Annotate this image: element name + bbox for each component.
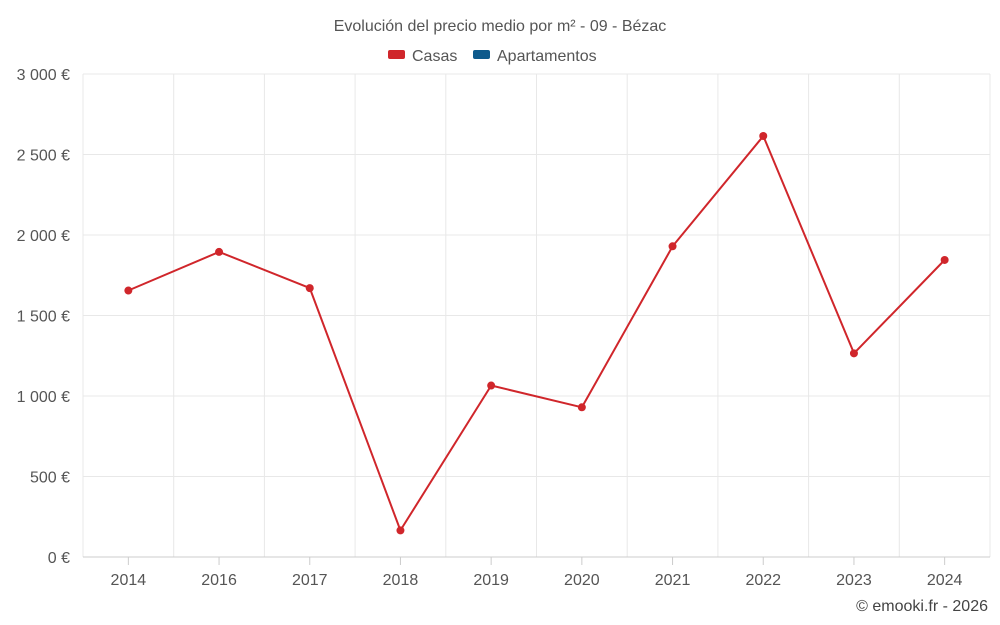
legend-label-casas: Casas [412,48,457,65]
axes: 0 € 500 € 1 000 € 1 500 € 2 000 € 2 500 € 3 00… [17,67,990,589]
y-tick-label: 1 500 € [17,309,70,326]
legend-label-apartamentos: Apartamentos [497,48,597,65]
legend-item-apartamentos[interactable]: Apartamentos [473,48,597,65]
x-tick-label: 2014 [111,572,147,589]
legend-swatch-apartamentos [473,50,490,59]
data-point[interactable] [849,349,858,358]
x-tick-label: 2020 [564,572,600,589]
x-tick-label: 2018 [383,572,419,589]
credit-text: © emooki.fr - 2026 [856,598,988,615]
legend-item-casas[interactable]: Casas [388,48,457,65]
data-point[interactable] [759,131,768,140]
chart-title: Evolución del precio medio por m² - 09 -… [334,18,667,35]
data-point[interactable] [940,255,949,264]
x-tick-label: 2022 [745,572,781,589]
data-point[interactable] [577,403,586,412]
chart-legend: Casas Apartamentos [388,48,597,65]
y-tick-label: 2 500 € [17,148,70,165]
x-tick-label: 2024 [927,572,963,589]
y-tick-label: 2 000 € [17,228,70,245]
series-casas [124,131,949,535]
data-point[interactable] [668,242,677,251]
data-point[interactable] [124,286,133,295]
legend-swatch-casas [388,50,405,59]
series-line-casas [127,135,946,532]
y-tick-label: 1 000 € [17,389,70,406]
data-point[interactable] [215,247,224,256]
y-tick-label: 0 € [48,550,70,567]
data-point[interactable] [487,381,496,390]
y-tick-label: 500 € [30,470,70,487]
x-tick-label: 2019 [473,572,509,589]
x-tick-label: 2017 [292,572,328,589]
gridlines [82,73,991,558]
x-tick-label: 2016 [201,572,237,589]
x-tick-label: 2023 [836,572,872,589]
y-tick-label: 3 000 € [17,67,70,84]
x-tick-label: 2021 [655,572,691,589]
data-point[interactable] [305,284,314,293]
data-point[interactable] [396,526,405,535]
